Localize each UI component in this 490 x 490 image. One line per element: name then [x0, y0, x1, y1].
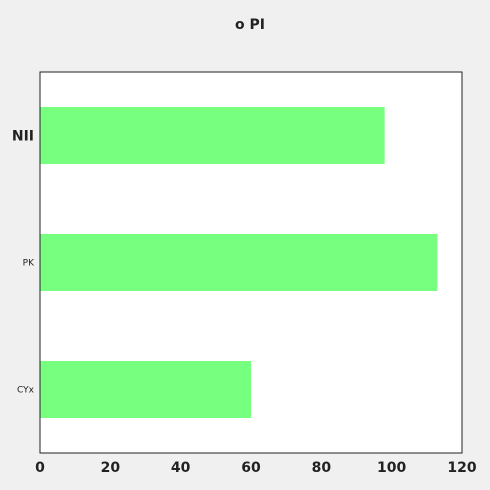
- x-tick-label-20: 20: [101, 460, 121, 476]
- y-tick-label-nii: NII: [12, 128, 34, 144]
- y-tick-label-pk: PK: [23, 259, 35, 269]
- bar-nii: [40, 107, 385, 164]
- x-tick-labels: 0 20 40 60 80 100 120: [35, 460, 477, 476]
- x-tick-label-0: 0: [35, 460, 45, 476]
- plot-frame: [39, 71, 463, 454]
- x-tick-label-60: 60: [241, 460, 261, 476]
- x-tick-label-120: 120: [447, 460, 476, 476]
- y-tick-labels: NII PK CYx: [12, 128, 35, 395]
- x-tick-label-80: 80: [312, 460, 332, 476]
- bar-pk: [40, 234, 438, 291]
- bars-group: [40, 107, 438, 418]
- chart-title: o PI: [235, 17, 265, 33]
- y-tick-label-cyx: CYx: [17, 386, 35, 396]
- bar-cyx: [40, 361, 251, 418]
- x-tick-label-100: 100: [377, 460, 406, 476]
- x-tick-label-40: 40: [171, 460, 191, 476]
